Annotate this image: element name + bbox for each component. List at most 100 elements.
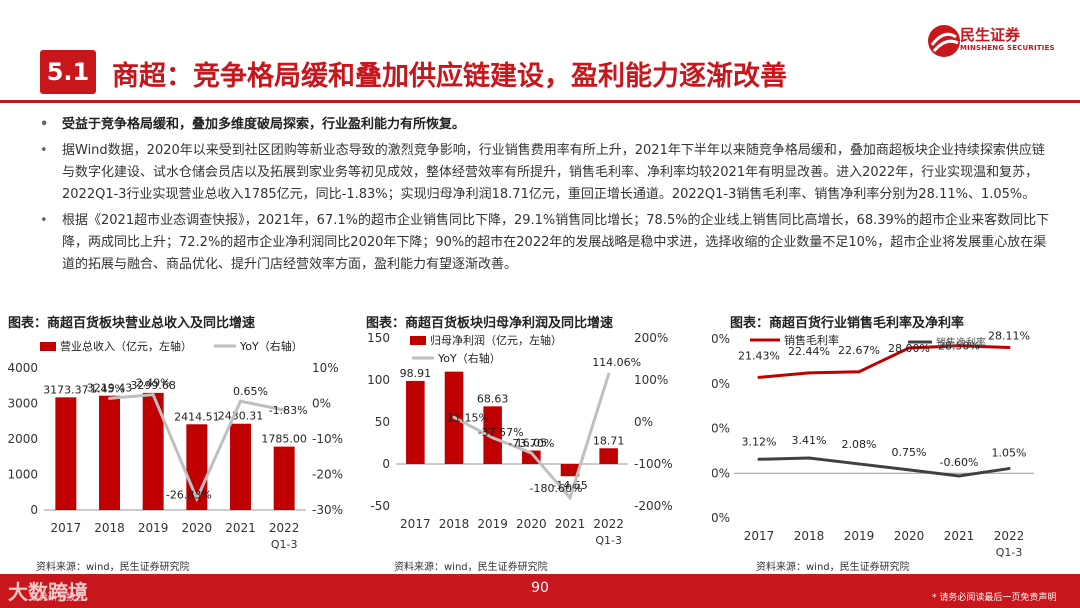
series-value-label: 21.43% (738, 349, 780, 362)
category-label: 2021 (555, 517, 586, 531)
right-axis-tick-label: -200% (634, 499, 673, 513)
left-axis-tick-label: 100 (367, 373, 390, 387)
category-label: 2017 (400, 517, 431, 531)
category-label: 2018 (94, 521, 125, 535)
chart-net-profit: -50 0 50 100 150 -200% -100% 0% 100% 200% 98.91 68.… (367, 331, 673, 547)
yoy-value-label: 1.45% (90, 382, 125, 395)
yoy-point (568, 496, 572, 500)
category-label: 2019 (138, 521, 169, 535)
right-axis-tick-label: 0% (312, 397, 331, 411)
bullet-dot-icon: • (40, 213, 48, 228)
bullet-dot-icon: • (40, 117, 49, 132)
legend-gross-margin-label: 销售毛利率 (784, 333, 839, 347)
chart-3-title: 图表：商超百货行业销售毛利率及净利率 (730, 316, 965, 331)
left-axis-tick-label: -10% (712, 511, 730, 525)
footer-bar (0, 574, 1080, 608)
series-value-label: 1.05% (992, 447, 1027, 460)
bar (273, 446, 295, 510)
bar-value-label: 3173.37 (43, 383, 89, 396)
category-label: 2020 (516, 517, 547, 531)
yoy-value-label: 0.65% (233, 385, 268, 398)
brand-name-en: MINSHENG SECURITIES (960, 44, 1055, 52)
bar (55, 397, 77, 510)
right-axis-tick-label: -30% (312, 503, 343, 517)
series-value-label: -0.60% (940, 456, 979, 469)
section-number-badge: 5.1 (40, 50, 96, 94)
chart-2-title: 图表：商超百货板块归母净利润及同比增速 (366, 316, 614, 331)
bar (483, 406, 502, 464)
disclaimer: * 请务必阅读最后一页免责声明 (932, 593, 1057, 603)
series-point (807, 456, 811, 460)
series-point (957, 474, 961, 478)
category-label: 2021 (225, 521, 256, 535)
category-label: 2019 (477, 517, 508, 531)
bullet-list: • 受益于竞争格局缓和，叠加多维度破局探索，行业盈利能力有所恢复。 • 据Win… (38, 114, 1050, 280)
series-value-label: 0.75% (892, 446, 927, 459)
category-label: 2017 (51, 521, 82, 535)
series-line (758, 344, 1010, 379)
left-axis-tick-label: -50 (370, 499, 390, 513)
legend-net-margin-label: 销售净利率 (936, 336, 986, 349)
category-label: 2021 (944, 529, 975, 543)
series-value-label: 3.41% (792, 434, 827, 447)
series-point (757, 375, 761, 379)
series-value-label: 22.67% (838, 344, 880, 357)
right-axis-tick-label: 10% (312, 361, 339, 375)
legend-line-label: YoY（右轴） (239, 339, 303, 353)
page-title: 商超：竞争格局缓和叠加供应链建设，盈利能力逐渐改善 (112, 61, 787, 92)
category-sub-label: Q1-3 (271, 538, 298, 551)
series-point (857, 370, 861, 374)
yoy-value-label: -37.57% (478, 426, 524, 439)
right-axis-tick-label: 100% (634, 373, 668, 387)
bar (560, 464, 580, 477)
yoy-point (195, 497, 199, 501)
legend-bar-swatch (40, 342, 56, 351)
watermark-sub: 证券研究报告 (30, 593, 85, 603)
right-axis-tick-label: -20% (312, 468, 343, 482)
series-point (1007, 345, 1011, 349)
yoy-value-label: 114.06% (592, 356, 641, 369)
yoy-point (452, 415, 456, 419)
yoy-point (491, 436, 495, 440)
series-value-label: 28.11% (988, 330, 1030, 342)
left-axis-tick-label: 3000 (7, 397, 38, 411)
chart-1-title: 图表：商超百货板块营业总收入及同比增速 (8, 316, 256, 331)
yoy-point (529, 451, 533, 455)
watermark: 大数跨境 (8, 580, 88, 604)
left-axis-tick-label: 0 (382, 457, 390, 471)
legend-bar-label: 营业总收入（亿元，左轴） (60, 339, 192, 353)
bar (142, 392, 164, 510)
series-value-label: 28.50% (938, 340, 980, 353)
bar-value-label: 18.71 (593, 434, 625, 447)
left-axis-tick-label: 50 (375, 415, 390, 429)
left-axis-tick-label: 2000 (7, 432, 38, 446)
bar (406, 380, 425, 464)
page-number: 90 (531, 580, 549, 596)
chart-margins: -10% 0% 10% 20% 30% 21.43% 22.44% 22.67% 28.00% 2… (712, 330, 1034, 558)
bar-value-label: 1785.00 (261, 433, 307, 446)
bar-value-label: 2430.31 (218, 410, 264, 423)
series-point (857, 462, 861, 466)
bar (599, 448, 618, 464)
right-axis-tick-label: -100% (634, 457, 673, 471)
yoy-value-label: -1.83% (269, 404, 308, 417)
category-label: 2019 (844, 529, 875, 543)
left-axis-tick-label: 30% (712, 332, 730, 346)
legend-line-label: YoY（右轴） (437, 351, 501, 365)
bar-value-label: 68.63 (477, 392, 509, 405)
category-label: 2022 (269, 521, 300, 535)
brand-logo (926, 23, 1051, 59)
series-value-label: 3.12% (742, 435, 777, 448)
series-value-label: 2.08% (842, 438, 877, 451)
series-point (807, 371, 811, 375)
chart-2-source: 资料来源：wind，民生证券研究院 (394, 562, 548, 573)
left-axis-tick-label: 20% (712, 377, 730, 391)
series-point (757, 457, 761, 461)
yoy-point (239, 399, 242, 403)
yoy-value-label: -73.70% (508, 437, 554, 450)
right-axis-tick-label: 200% (634, 331, 668, 345)
bar-value-label: 3219.43 (87, 382, 133, 395)
left-axis-tick-label: 0 (30, 503, 38, 517)
minsheng-logo-icon (928, 25, 960, 57)
category-sub-label: Q1-3 (595, 534, 622, 547)
